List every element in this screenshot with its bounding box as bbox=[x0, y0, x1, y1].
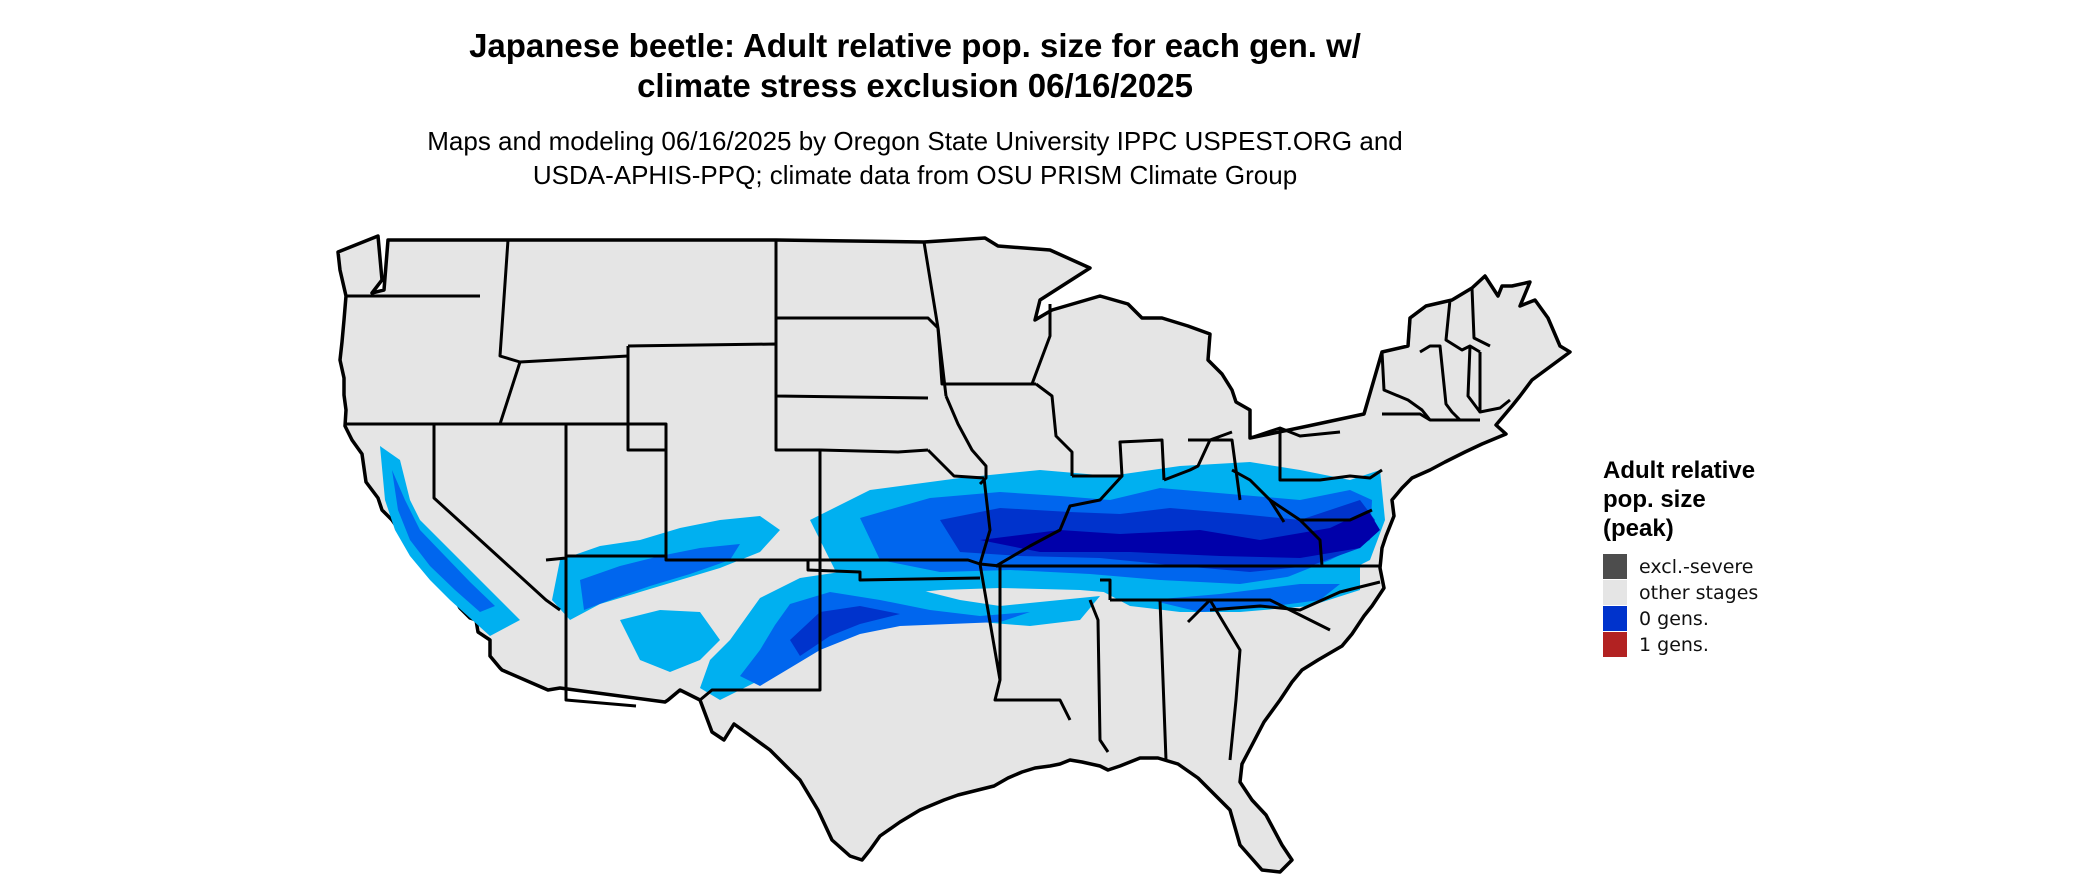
legend-title-line-2: pop. size bbox=[1603, 486, 1706, 513]
title-line-1: Japanese beetle: Adult relative pop. siz… bbox=[469, 27, 1361, 64]
legend: Adult relative pop. size (peak) excl.-se… bbox=[1603, 456, 1803, 658]
legend-swatch-1-gens bbox=[1603, 632, 1627, 657]
legend-swatch-other-stages bbox=[1603, 580, 1627, 605]
subtitle-line-1: Maps and modeling 06/16/2025 by Oregon S… bbox=[427, 126, 1403, 156]
legend-label-1-gens: 1 gens. bbox=[1639, 634, 1709, 656]
legend-swatch-0-gens bbox=[1603, 606, 1627, 631]
legend-label-0-gens: 0 gens. bbox=[1639, 608, 1709, 630]
map-subtitle: Maps and modeling 06/16/2025 by Oregon S… bbox=[0, 124, 1830, 192]
map-title: Japanese beetle: Adult relative pop. siz… bbox=[0, 26, 1830, 106]
legend-item-1-gens: 1 gens. bbox=[1603, 632, 1803, 658]
legend-label-other-stages: other stages bbox=[1639, 582, 1759, 604]
legend-title: Adult relative pop. size (peak) bbox=[1603, 456, 1803, 543]
state-borders bbox=[344, 239, 1511, 761]
legend-item-0-gens: 0 gens. bbox=[1603, 606, 1803, 632]
legend-title-line-3: (peak) bbox=[1603, 515, 1674, 542]
title-line-2: climate stress exclusion 06/16/2025 bbox=[637, 67, 1193, 104]
legend-swatch-excl-severe bbox=[1603, 554, 1627, 579]
legend-label-excl-severe: excl.-severe bbox=[1639, 556, 1754, 578]
legend-item-excl-severe: excl.-severe bbox=[1603, 554, 1803, 580]
legend-title-line-1: Adult relative bbox=[1603, 457, 1756, 484]
legend-item-other-stages: other stages bbox=[1603, 580, 1803, 606]
subtitle-line-2: USDA-APHIS-PPQ; climate data from OSU PR… bbox=[532, 160, 1298, 190]
